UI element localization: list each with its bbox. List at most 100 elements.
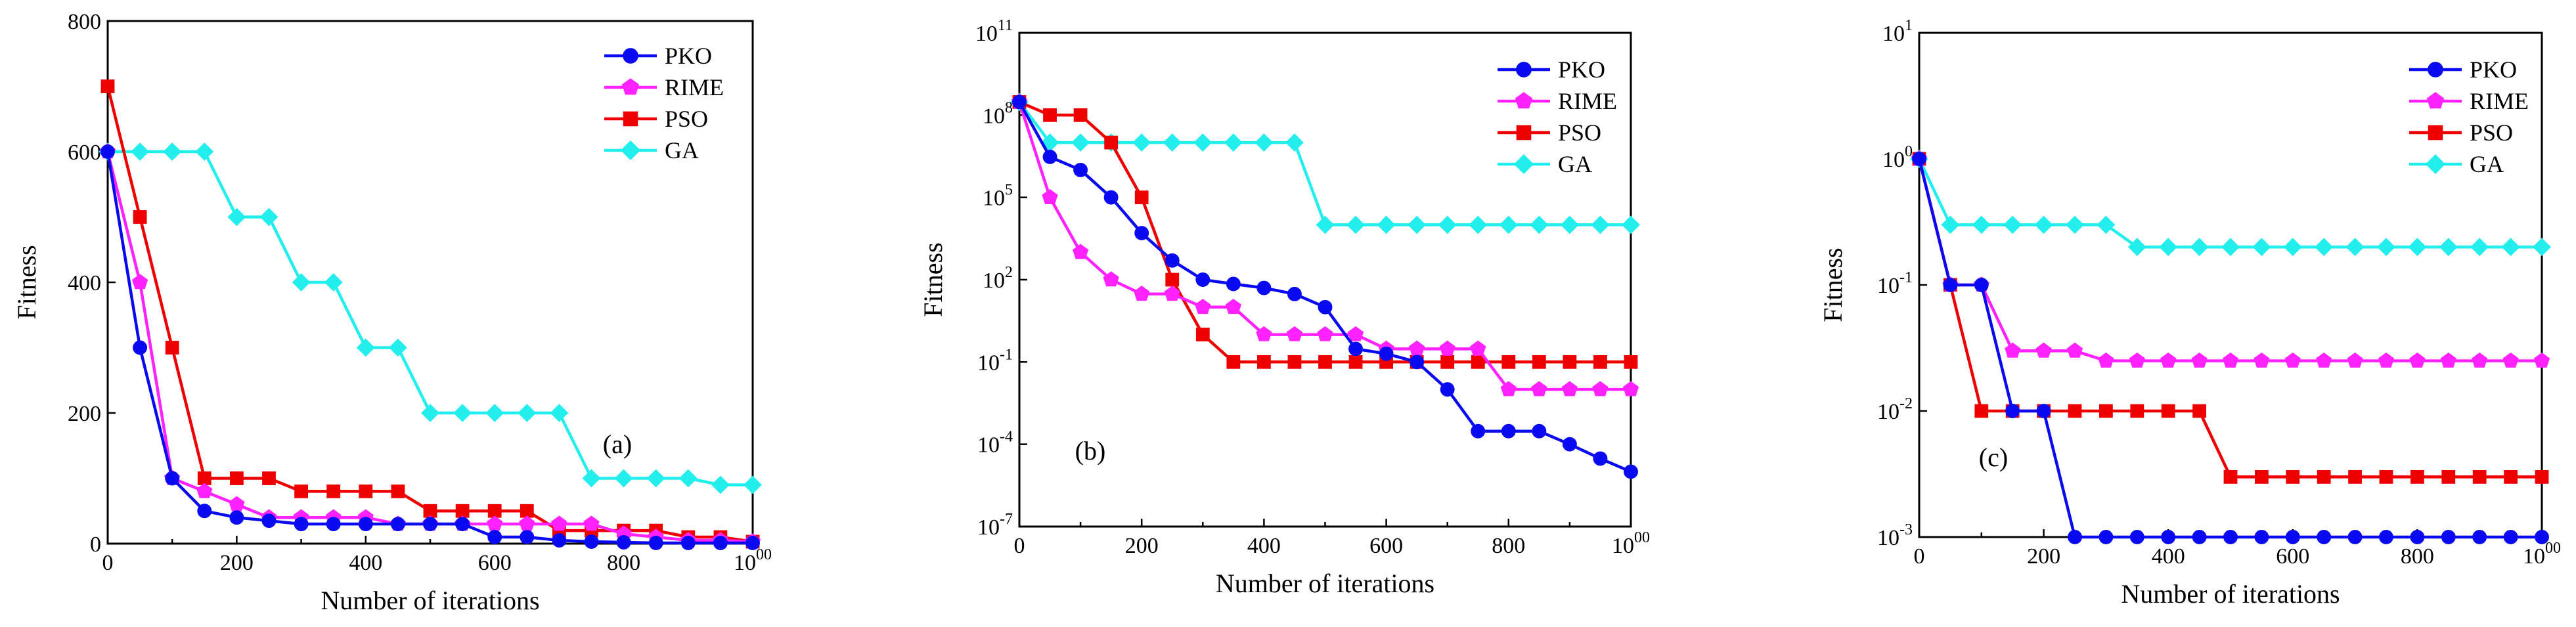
data-point-ga (1438, 215, 1457, 234)
data-point-rime (132, 274, 148, 290)
data-point-pko (1562, 437, 1577, 452)
data-point-pko (2223, 530, 2238, 544)
data-point-pso (1165, 272, 1180, 287)
data-point-pso (1471, 355, 1485, 369)
data-point-pso (2068, 404, 2082, 418)
data-point-ga (356, 338, 375, 357)
data-point-rime (2533, 352, 2550, 368)
series-pso (100, 79, 760, 549)
legend-label-pso: PSO (2470, 119, 2513, 146)
data-point-ga (2470, 238, 2489, 257)
data-point-pso (2410, 469, 2424, 484)
data-point-pko (455, 517, 470, 532)
data-point-pko (229, 510, 244, 525)
series-pso (1912, 152, 2549, 484)
data-point-rime (551, 515, 567, 531)
x-axis-title: Number of iterations (321, 586, 539, 615)
x-tick-label: 600 (478, 551, 512, 575)
y-axis-title: Fitness (12, 245, 41, 319)
data-point-pko (1318, 299, 1333, 314)
data-point-rime (1103, 271, 1119, 287)
x-tick-label: 200 (1125, 534, 1159, 558)
data-point-pko (680, 536, 696, 550)
y-tick-label: 600 (68, 141, 101, 165)
data-point-ga (2127, 238, 2146, 257)
data-point-rime (2440, 352, 2456, 368)
data-point-pso (1501, 355, 1516, 369)
y-tick-label: 10-1 (1877, 269, 1913, 298)
data-point-pko (1134, 226, 1149, 240)
data-point-rime (1470, 340, 1486, 356)
data-point-ga (2159, 238, 2178, 257)
data-point-ga (163, 142, 182, 161)
data-point-ga (421, 404, 439, 422)
data-point-rime (2191, 352, 2208, 368)
data-point-rime (1500, 381, 1517, 397)
y-tick-label: 10-3 (1877, 521, 1913, 550)
data-point-rime (1286, 326, 1303, 341)
data-point-ga (1224, 133, 1243, 152)
data-point-rime (2254, 352, 2270, 368)
series-rime (99, 143, 761, 549)
x-tick-label: 800 (607, 551, 640, 575)
data-point-pko (1943, 278, 1958, 292)
data-point-ga (1591, 215, 1610, 234)
legend-label-pko: PKO (665, 43, 712, 69)
data-point-pko (165, 471, 180, 486)
data-point-pko (1501, 423, 1516, 439)
data-point-rime (1317, 326, 1333, 341)
legend-label-ga: GA (665, 137, 699, 163)
data-point-ga (2190, 238, 2209, 257)
data-point-pso (2223, 469, 2238, 484)
chart-panel-2: 0 200 400 600 800 1000 10-7 10-4 10-1 102 105 108 10… (918, 17, 1650, 598)
data-point-pko (2099, 530, 2114, 544)
legend-marker-ga (2425, 154, 2446, 175)
legend-marker-pko (1516, 62, 1532, 77)
legend: PKO RIME PSO GA (604, 43, 724, 163)
legend-marker-pko (2428, 62, 2443, 77)
data-point-pko (1287, 286, 1302, 301)
data-point-ga (1530, 215, 1549, 234)
x-tick-label: 400 (1247, 534, 1281, 558)
data-point-ga (292, 273, 311, 292)
data-point-ga (227, 207, 246, 227)
data-point-rime (583, 515, 600, 531)
data-point-ga (131, 142, 150, 161)
data-point-pso (391, 485, 405, 498)
data-point-pko (1440, 382, 1455, 397)
data-point-pso (2348, 469, 2362, 484)
y-axis-title: Fitness (1818, 248, 1848, 322)
data-point-pko (745, 536, 760, 550)
data-point-ga (2003, 215, 2022, 234)
data-point-pko (713, 536, 728, 550)
data-point-rime (2284, 352, 2301, 368)
data-point-ga (1560, 215, 1579, 234)
data-point-rime (1531, 381, 1547, 397)
data-point-rime (1073, 244, 1089, 259)
data-point-ga (1316, 215, 1335, 234)
data-point-rime (1561, 381, 1578, 397)
data-point-pko (197, 504, 212, 519)
data-point-pko (2472, 530, 2487, 544)
data-point-pko (1912, 152, 1926, 166)
data-point-pso (1348, 355, 1363, 369)
data-point-pso (1318, 355, 1332, 369)
data-point-pko (1012, 95, 1027, 110)
data-point-pko (1042, 150, 1057, 164)
data-point-ga (2345, 238, 2365, 257)
data-point-pko (2005, 404, 2020, 418)
legend-label-rime: RIME (665, 74, 724, 100)
data-point-ga (1377, 215, 1396, 234)
data-point-ga (1622, 215, 1640, 234)
data-point-pso (1073, 108, 1088, 122)
series-ga (1010, 93, 1640, 234)
data-point-pko (2410, 530, 2425, 544)
data-point-pso (1440, 355, 1455, 369)
data-point-ga (2439, 238, 2458, 257)
data-point-pso (1287, 355, 1302, 369)
data-point-pso (2255, 469, 2269, 484)
y-tick-label: 10-1 (977, 346, 1013, 375)
data-point-pko (2129, 530, 2144, 544)
data-point-ga (2408, 238, 2427, 257)
data-point-pko (2068, 530, 2082, 544)
